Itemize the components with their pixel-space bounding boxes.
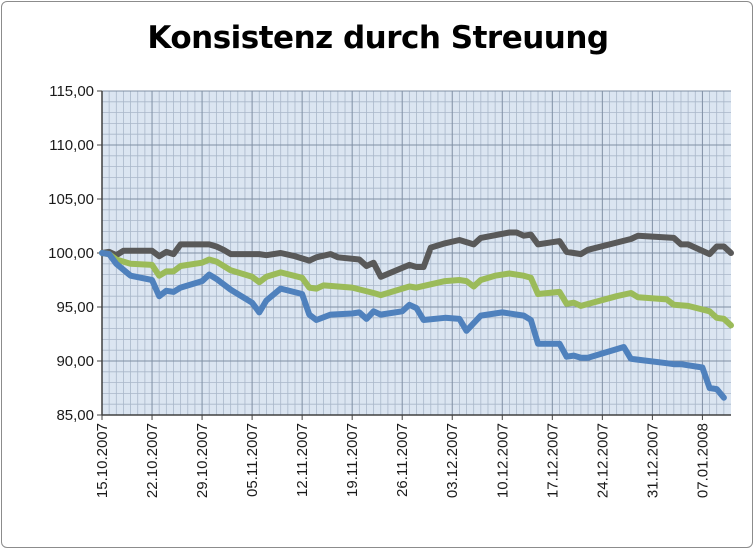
- x-axis-tick-labels: 15.10.2007 22.10.2007 29.10.2007 05.11.2007…: [94, 423, 711, 498]
- x-tick-label: 17.12.2007: [544, 423, 561, 498]
- x-tick-label: 12.11.2007: [294, 423, 311, 497]
- y-axis-tick-labels: 85,00 90,00 95,00 100,00 105,00 110,00 115,00: [48, 83, 94, 424]
- series-line-1: [99, 229, 734, 280]
- series-line-2: [99, 250, 734, 329]
- x-tick-label: 19.11.2007: [344, 423, 361, 497]
- y-tick-label: 115,00: [49, 83, 94, 100]
- chart-title: Konsistenz durch Streuung: [147, 20, 609, 56]
- x-tick-label: 03.12.2007: [444, 423, 461, 498]
- x-tick-label: 22.10.2007: [144, 423, 161, 498]
- series-lines: [99, 229, 734, 401]
- x-tick-label: 07.01.2008: [694, 423, 711, 498]
- y-tick-label: 90,00: [56, 353, 94, 370]
- x-tick-label: 10.12.2007: [494, 423, 511, 498]
- y-tick-label: 100,00: [48, 245, 94, 262]
- x-tick-label: 26.11.2007: [394, 423, 411, 497]
- x-tick-label: 31.12.2007: [644, 423, 661, 498]
- y-tick-label: 95,00: [56, 299, 94, 316]
- y-tick-label: 85,00: [56, 407, 94, 424]
- y-tick-label: 110,00: [49, 137, 94, 154]
- x-axis-tickmarks: [97, 90, 703, 420]
- series-line-3: [99, 250, 727, 401]
- x-tick-label: 05.11.2007: [244, 423, 261, 497]
- x-tick-label: 15.10.2007: [94, 423, 111, 498]
- x-tick-label: 24.12.2007: [594, 423, 611, 498]
- x-tick-label: 29.10.2007: [194, 423, 211, 498]
- y-tick-label: 105,00: [48, 191, 94, 208]
